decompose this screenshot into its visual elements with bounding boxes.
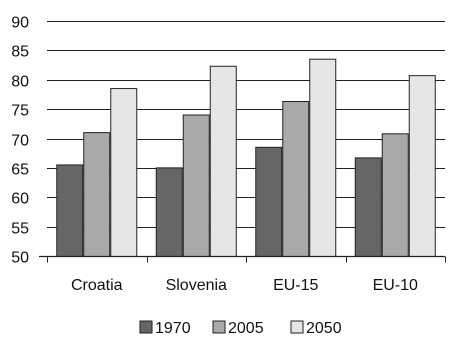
bar-2050-eu-10	[408, 75, 436, 257]
bar-2050-eu-15	[309, 58, 337, 257]
y-tick-label: 65	[11, 162, 29, 179]
bar-2050-croatia	[110, 88, 138, 257]
legend-label: 2050	[306, 320, 342, 337]
y-tick-label: 60	[11, 191, 29, 208]
bar-1970-eu-15	[255, 146, 283, 257]
bar-2050-slovenia	[209, 65, 237, 257]
legend-label: 1970	[155, 320, 191, 337]
y-tick-label: 80	[11, 74, 29, 91]
bar-2005-slovenia	[182, 114, 210, 257]
y-tick-label: 75	[11, 103, 29, 120]
category-label: Croatia	[71, 277, 123, 294]
y-tick-label: 70	[11, 133, 29, 150]
bar-1970-eu-10	[354, 157, 382, 257]
bar-1970-croatia	[56, 164, 84, 257]
category-label: EU-15	[273, 277, 318, 294]
bar-2005-eu-10	[381, 133, 409, 257]
category-label: EU-10	[373, 277, 418, 294]
y-tick-label: 90	[11, 15, 29, 32]
y-axis-tick-labels: 50 55 60 65 70 75 80 85 90	[11, 15, 29, 267]
bar-2005-eu-15	[282, 100, 310, 257]
legend: 1970 2005 2050	[139, 320, 342, 337]
legend-label: 2005	[228, 320, 264, 337]
bars	[56, 58, 436, 257]
x-axis	[39, 255, 446, 263]
bar-2005-croatia	[83, 132, 111, 257]
y-tick-label: 85	[11, 44, 29, 61]
category-label: Slovenia	[166, 277, 227, 294]
legend-swatch-2005	[212, 320, 226, 334]
y-tick-label: 50	[11, 250, 29, 267]
legend-swatch-1970	[139, 320, 153, 334]
y-tick-label: 55	[11, 221, 29, 238]
bar-1970-slovenia	[155, 167, 183, 257]
legend-swatch-2050	[290, 320, 304, 334]
category-labels: Croatia Slovenia EU-15 EU-10	[71, 277, 418, 294]
